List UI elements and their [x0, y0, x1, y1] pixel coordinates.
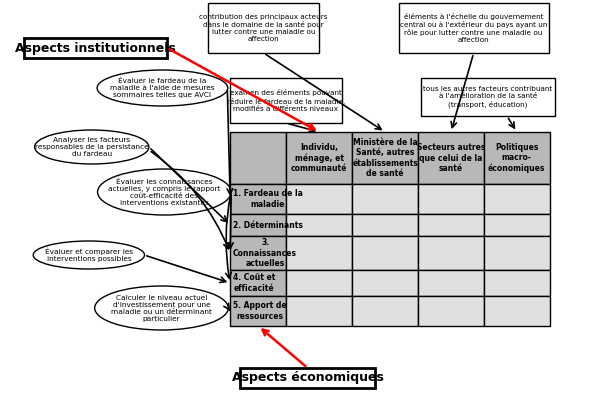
Ellipse shape: [97, 70, 228, 106]
Bar: [240, 368, 376, 388]
Bar: [418, 132, 484, 184]
Bar: [230, 296, 286, 326]
Text: Individu,
ménage, et
communauté: Individu, ménage, et communauté: [291, 143, 347, 173]
Text: Ministère de la
Santé, autres
établissements
de santé: Ministère de la Santé, autres établissem…: [352, 138, 418, 178]
Text: Évaluer le fardeau de la
maladie à l'aide de mesures
sommaires telles que AVCI: Évaluer le fardeau de la maladie à l'aid…: [110, 78, 215, 98]
Bar: [352, 132, 418, 184]
Text: Politiques
macro-
économiques: Politiques macro- économiques: [488, 143, 545, 173]
Bar: [352, 270, 418, 296]
Bar: [352, 214, 418, 236]
Bar: [418, 214, 484, 236]
Text: Aspects institutionnels: Aspects institutionnels: [15, 42, 176, 55]
Bar: [484, 214, 550, 236]
Bar: [286, 270, 352, 296]
Bar: [230, 214, 286, 236]
Text: Évaluer et comparer les
interventions possibles: Évaluer et comparer les interventions po…: [45, 248, 133, 262]
Bar: [230, 236, 286, 270]
Bar: [484, 270, 550, 296]
Text: Secteurs autres
que celui de la
santé: Secteurs autres que celui de la santé: [417, 143, 485, 173]
Bar: [286, 132, 352, 184]
Bar: [418, 236, 484, 270]
Ellipse shape: [33, 241, 145, 269]
Bar: [230, 132, 286, 184]
Bar: [230, 78, 341, 123]
Text: 2. Déterminants: 2. Déterminants: [233, 221, 303, 230]
Text: 4. Coût et
efficacité: 4. Coût et efficacité: [233, 273, 275, 293]
Text: éléments à l'échelle du gouvernement
central ou à l'extérieur du pays ayant un
r: éléments à l'échelle du gouvernement cen…: [400, 13, 547, 43]
Bar: [418, 270, 484, 296]
Bar: [230, 270, 286, 296]
Bar: [398, 3, 548, 53]
Bar: [484, 236, 550, 270]
Bar: [352, 184, 418, 214]
Text: Évaluer les connaissances
actuelles, y compris le rapport
coût-efficacité des
in: Évaluer les connaissances actuelles, y c…: [108, 178, 221, 206]
Bar: [286, 184, 352, 214]
Bar: [484, 296, 550, 326]
Text: Analyser les facteurs
responsables de la persistance
du fardeau: Analyser les facteurs responsables de la…: [35, 137, 149, 157]
Ellipse shape: [35, 130, 149, 164]
Bar: [418, 184, 484, 214]
Text: 5. Apport de
ressources: 5. Apport de ressources: [233, 301, 287, 321]
Bar: [230, 184, 286, 214]
Bar: [286, 236, 352, 270]
Text: contribution des principaux acteurs
dans le domaine de la santé pour
lutter cont: contribution des principaux acteurs dans…: [199, 14, 328, 42]
Bar: [24, 38, 167, 58]
Bar: [352, 296, 418, 326]
Bar: [286, 214, 352, 236]
Bar: [418, 296, 484, 326]
Bar: [352, 236, 418, 270]
Bar: [421, 78, 554, 116]
Bar: [484, 184, 550, 214]
Text: examen des éléments pouvant
réduire le fardeau de la maladie,
modifiés à différe: examen des éléments pouvant réduire le f…: [227, 89, 345, 112]
Text: 3.
Connaissances
actuelles: 3. Connaissances actuelles: [233, 238, 297, 268]
Ellipse shape: [95, 286, 228, 330]
Bar: [286, 296, 352, 326]
Text: Aspects économiques: Aspects économiques: [232, 371, 383, 385]
Text: 1. Fardeau de la
maladie: 1. Fardeau de la maladie: [233, 189, 303, 209]
Text: tous les autres facteurs contribuant
à l'amélioration de la santé
(transport, éd: tous les autres facteurs contribuant à l…: [423, 86, 553, 108]
Ellipse shape: [98, 169, 231, 215]
Bar: [484, 132, 550, 184]
Text: Calculer le niveau actuel
d'investissement pour une
maladie ou un déterminant
pa: Calculer le niveau actuel d'investisseme…: [111, 295, 212, 322]
Bar: [208, 3, 319, 53]
